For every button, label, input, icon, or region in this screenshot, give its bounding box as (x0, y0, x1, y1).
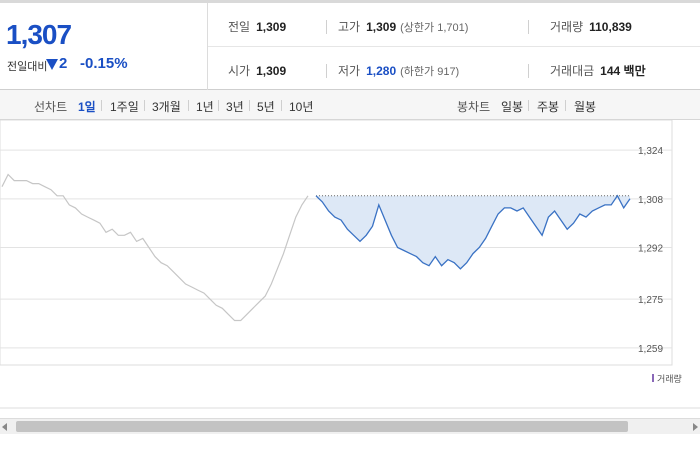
y-tick-label: 1,275 (638, 295, 663, 306)
divider (101, 100, 102, 111)
scrollbar-thumb[interactable] (16, 421, 628, 432)
today-area-fill (316, 195, 630, 269)
divider (326, 20, 327, 34)
price-stats: 전일 1,309 고가 1,309 (상한가 1,701) 거래량 110,839 시가… (208, 3, 700, 90)
y-tick-label: 1,259 (638, 344, 663, 355)
change-label: 전일대비 (7, 61, 48, 73)
today-line (315, 194, 631, 270)
tab-1y[interactable]: 1년 (196, 100, 214, 114)
stat-value: 1,309 (366, 20, 397, 34)
change-value: 2 (59, 55, 68, 72)
divider (188, 100, 189, 111)
stat-value: 1,280 (366, 64, 397, 78)
stat-open: 시가 1,309 (228, 62, 286, 79)
divider (144, 100, 145, 111)
stat-prev-close: 전일 1,309 (228, 18, 286, 35)
plot-area (0, 120, 673, 366)
tab-1w[interactable]: 1주일 (110, 100, 139, 114)
y-tick-label: 1,324 (638, 146, 663, 157)
stat-value: 110,839 (589, 20, 632, 34)
stat-label: 거래량 (550, 20, 584, 34)
tab-10y[interactable]: 10년 (289, 100, 314, 114)
current-price: 1,307 (6, 19, 72, 50)
candle-chart-label: 봉차트 (457, 100, 491, 114)
divider (565, 100, 566, 111)
quote-header: 1,307 전일대비 2 -0.15% 전일 1,309 고가 1,309 (상한가 … (0, 0, 700, 90)
stat-label: 거래대금 (550, 64, 595, 78)
chart-scrollbar[interactable] (0, 418, 700, 434)
divider (528, 20, 529, 34)
y-tick-label: 1,308 (638, 195, 663, 206)
stat-value: 1,309 (256, 64, 287, 78)
tab-daily-candle[interactable]: 일봉 (501, 100, 524, 114)
divider (528, 100, 529, 111)
y-tick-label: 1,292 (638, 243, 663, 254)
volume-legend-label: 거래량 (657, 373, 682, 384)
stat-value: 144 백만 (600, 64, 646, 78)
stat-high: 고가 1,309 (상한가 1,701) (338, 18, 468, 35)
chart-period-toolbar: 선차트 1일 1주일 3개월 1년 3년 5년 10년 봉차트 일봉 주봉 월봉 (0, 90, 700, 120)
scroll-left-icon[interactable] (2, 423, 7, 431)
divider (218, 100, 219, 111)
stat-value: 1,309 (256, 20, 287, 34)
tab-5y[interactable]: 5년 (257, 100, 275, 114)
tab-3m[interactable]: 3개월 (152, 100, 181, 114)
divider (208, 46, 700, 47)
tab-3y[interactable]: 3년 (226, 100, 244, 114)
previous-day-line (1, 173, 309, 322)
price-summary: 1,307 전일대비 2 -0.15% (0, 3, 208, 90)
stat-volume: 거래량 110,839 (550, 18, 632, 35)
line-chart-label: 선차트 (34, 100, 68, 114)
stat-label: 고가 (338, 20, 361, 34)
down-arrow-icon (46, 59, 58, 70)
stat-low: 저가 1,280 (하한가 917) (338, 62, 459, 79)
stat-amount: 거래대금 144 백만 (550, 62, 646, 79)
tab-1d[interactable]: 1일 (78, 100, 96, 114)
divider (528, 64, 529, 78)
scroll-right-icon[interactable] (693, 423, 698, 431)
stat-label: 시가 (228, 64, 251, 78)
lower-limit: (하한가 917) (400, 66, 460, 78)
tab-weekly-candle[interactable]: 주봉 (537, 100, 560, 114)
stat-label: 전일 (228, 20, 251, 34)
divider (326, 64, 327, 78)
tab-monthly-candle[interactable]: 월봉 (574, 100, 597, 114)
upper-limit: (상한가 1,701) (400, 22, 469, 34)
divider (281, 100, 282, 111)
volume-legend-swatch (652, 374, 654, 382)
stat-label: 저가 (338, 64, 361, 78)
divider (249, 100, 250, 111)
change-percent: -0.15% (80, 55, 128, 72)
